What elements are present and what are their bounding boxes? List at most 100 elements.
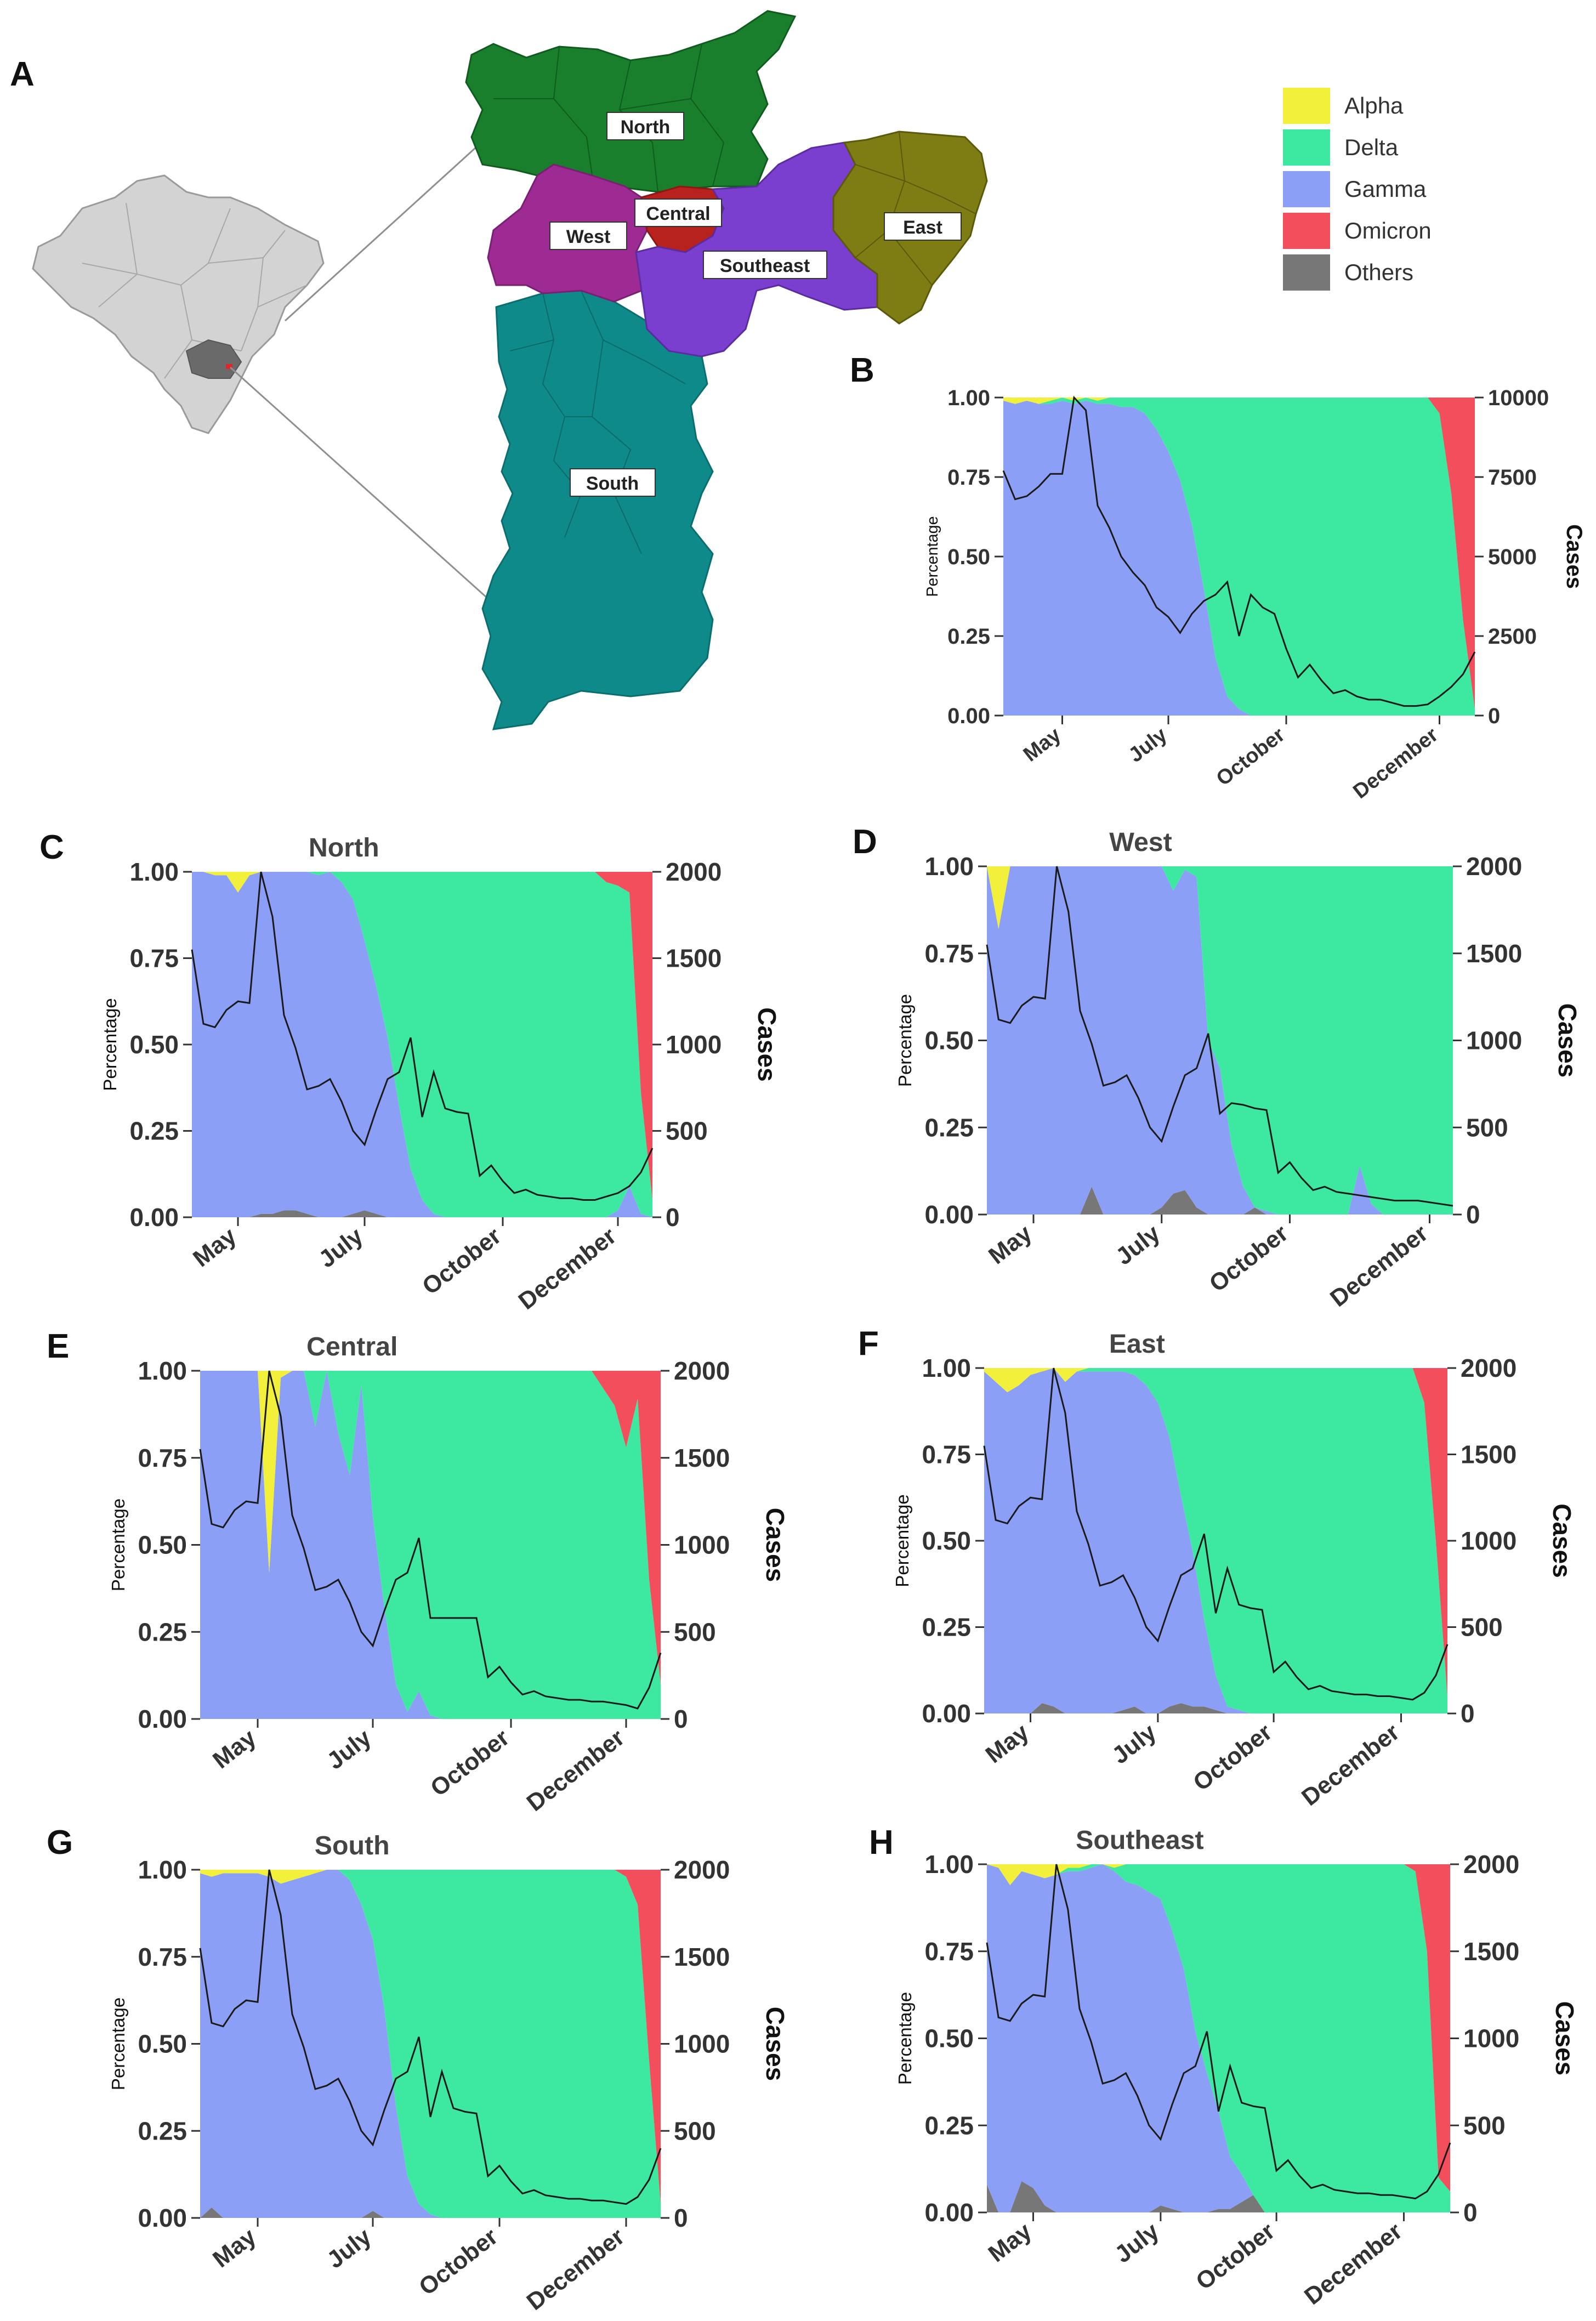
legend-label-others: Others [1344,259,1414,285]
map-label-central: Central [634,198,722,227]
legend-swatch-alpha [1283,88,1330,124]
legend-label-gamma: Gamma [1344,176,1427,202]
area-delta-d [987,866,1453,1215]
legend-swatch-delta [1283,129,1330,166]
area-gamma-g [200,1870,661,2218]
region-east-borders [855,131,976,286]
legend-swatch-others [1283,254,1330,291]
area-others-h [987,2181,1450,2212]
ytick-label-g-2: 0.50 [138,2030,187,2058]
chart-title-e: Central [306,1332,397,1361]
ytick-label-h-1: 0.25 [924,2111,974,2140]
ytick-label-e-3: 0.75 [138,1444,187,1472]
ytick-label-c-1: 0.25 [129,1117,179,1145]
ytick-label-d-4: 1.00 [924,852,974,881]
ytick-label-f-0: 0.00 [922,1699,971,1728]
y2tick-label-h-0: 0 [1463,2198,1478,2227]
svg-text:Southeast: Southeast [720,256,810,276]
y2label-f: Cases [1548,1503,1576,1578]
panel-label-a: A [10,55,35,93]
variant-legend: Alpha Delta Gamma Omicron Others [1283,85,1432,293]
ytick-label-b-0: 0.00 [947,704,990,728]
y2tick-label-b-2: 5000 [1488,545,1537,569]
ytick-label-e-1: 0.25 [138,1618,187,1646]
ytick-label-g-1: 0.25 [138,2116,187,2145]
ytick-label-c-4: 1.00 [129,858,179,886]
cases-line-h [986,1864,1451,2200]
area-gamma-h [987,1864,1450,2212]
zoom-line-bottom [229,366,488,599]
map-label-west: West [549,222,627,250]
panel-label-g: G [47,1824,73,1862]
y2tick-label-f-2: 1000 [1461,1526,1517,1555]
legend-swatch-omicron [1283,213,1330,249]
cases-line-c [191,871,654,1201]
area-gamma-e [200,1371,661,1719]
area-others-c [192,1210,652,1217]
area-delta-e [200,1371,661,1719]
y2tick-label-e-4: 2000 [674,1357,730,1385]
svg-text:East: East [903,217,942,238]
ytick-label-d-3: 0.75 [924,939,974,968]
area-delta-c [192,872,652,1217]
y2label-c: Cases [753,1007,781,1082]
ytick-label-g-3: 0.75 [138,1943,187,1971]
ylabel-h: Percentage [895,1992,916,2085]
area-gamma-c [192,872,652,1217]
panel-label-d: D [853,823,877,861]
ylabel-e: Percentage [109,1499,129,1591]
chart-title-c: North [309,833,379,862]
sao-paulo-map: North West Central Southeast East South [32,10,988,730]
chart-title-d: West [1109,827,1172,857]
region-south [481,290,714,730]
panel-label-e: E [47,1327,70,1365]
area-gamma-b [1003,400,1475,716]
chart-b-total: 0.000.250.500.751.00025005000750010000Ma… [924,386,1586,803]
y2tick-label-f-0: 0 [1461,1699,1475,1728]
ytick-label-h-0: 0.00 [924,2198,974,2227]
ylabel-g: Percentage [109,1997,129,2090]
y2tick-label-h-4: 2000 [1463,1850,1519,1879]
y2tick-label-b-1: 2500 [1488,625,1537,649]
brazil-state-lines [82,202,308,379]
panel-label-b: B [850,351,874,389]
cases-line-b [1002,395,1476,707]
y2tick-label-e-2: 1000 [674,1531,730,1559]
y2tick-label-g-0: 0 [674,2204,688,2232]
y2tick-label-f-3: 1500 [1461,1440,1517,1469]
region-north [465,10,797,193]
y2tick-label-c-2: 1000 [666,1030,722,1059]
area-gamma-d [987,866,1453,1215]
y2tick-label-e-1: 500 [674,1618,716,1646]
area-delta-h [987,1864,1450,2212]
ytick-label-f-1: 0.25 [922,1613,971,1642]
y2tick-label-b-0: 0 [1488,704,1500,728]
legend-label-alpha: Alpha [1344,93,1404,118]
y2tick-label-f-1: 500 [1461,1613,1503,1642]
y2tick-label-d-1: 500 [1466,1113,1508,1142]
y2tick-label-d-2: 1000 [1466,1026,1522,1055]
y2tick-label-c-3: 1500 [666,944,722,973]
y2label-b: Cases [1562,524,1586,589]
y2tick-label-g-2: 1000 [674,2030,730,2058]
chart-title-h: Southeast [1076,1825,1203,1855]
area-gamma-f [984,1368,1447,1713]
y2tick-label-h-1: 500 [1463,2111,1506,2140]
map-label-southeast: Southeast [703,251,827,279]
area-delta-b [1003,398,1475,716]
chart-title-f: East [1109,1329,1165,1359]
y2tick-label-g-1: 500 [674,2116,716,2145]
y2tick-label-c-0: 0 [666,1203,680,1232]
y2tick-label-d-3: 1500 [1466,939,1522,968]
region-south-borders [509,290,686,554]
xtick-label-h-1: July [1110,2217,1165,2268]
ytick-label-h-2: 0.50 [924,2024,974,2053]
y2tick-label-e-3: 1500 [674,1444,730,1472]
area-others-f [984,1703,1447,1713]
ytick-label-g-4: 1.00 [138,1855,187,1884]
y2label-d: Cases [1553,1003,1582,1078]
